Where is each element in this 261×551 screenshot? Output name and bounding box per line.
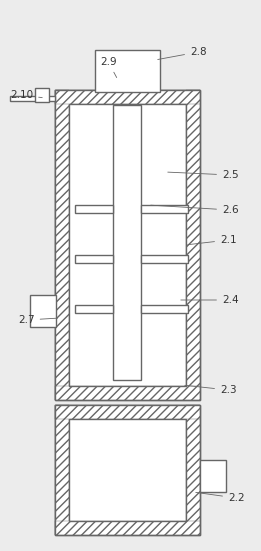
Bar xyxy=(69,104,186,386)
Text: 2.8: 2.8 xyxy=(158,47,207,60)
Bar xyxy=(55,405,200,535)
Bar xyxy=(141,305,188,313)
Text: 2.3: 2.3 xyxy=(185,385,237,395)
Bar xyxy=(141,205,188,213)
Bar xyxy=(35,88,49,102)
Text: 2.6: 2.6 xyxy=(151,205,239,215)
Bar xyxy=(10,96,55,101)
Bar xyxy=(95,50,160,92)
Bar xyxy=(55,405,200,419)
Bar xyxy=(55,405,69,535)
Bar xyxy=(200,460,226,492)
Text: 2.10: 2.10 xyxy=(10,90,42,100)
Bar xyxy=(55,405,200,535)
Bar xyxy=(55,521,200,535)
Text: 2.2: 2.2 xyxy=(196,493,245,503)
Bar xyxy=(75,305,113,313)
Bar xyxy=(113,105,141,380)
Text: 2.9: 2.9 xyxy=(100,57,117,78)
Bar xyxy=(30,295,56,327)
Bar xyxy=(75,205,113,213)
Bar xyxy=(55,386,200,400)
Bar xyxy=(141,255,188,263)
Bar xyxy=(186,90,200,400)
Bar xyxy=(55,90,200,104)
Text: 2.5: 2.5 xyxy=(168,170,239,180)
Bar xyxy=(186,405,200,535)
Text: 2.1: 2.1 xyxy=(188,235,237,245)
Text: 2.4: 2.4 xyxy=(181,295,239,305)
Bar xyxy=(55,90,200,400)
Text: 2.7: 2.7 xyxy=(18,315,57,325)
Bar xyxy=(55,90,69,400)
Bar xyxy=(75,255,113,263)
Bar xyxy=(69,419,186,521)
Bar xyxy=(55,90,200,400)
